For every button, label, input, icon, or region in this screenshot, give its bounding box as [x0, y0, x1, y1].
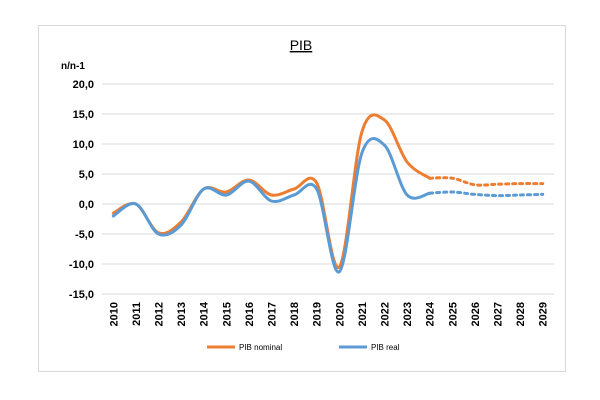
legend-label: PIB real: [371, 343, 400, 352]
x-tick-label: 2017: [267, 302, 279, 326]
x-tick-label: 2022: [380, 302, 392, 326]
y-tick-label: 10,0: [73, 139, 94, 151]
x-tick-label: 2024: [425, 301, 437, 326]
x-tick-label: 2023: [402, 302, 414, 326]
series-line-1-forecast: [428, 190, 545, 198]
x-tick-label: 2018: [289, 302, 301, 326]
x-tick-label: 2019: [312, 302, 324, 326]
y-tick-label: 15,0: [73, 109, 94, 121]
x-tick-label: 2026: [470, 302, 482, 326]
y-axis-label: n/n-1: [61, 61, 85, 72]
series-line-0-actual: [111, 113, 432, 269]
x-tick-label: 2027: [493, 302, 505, 326]
x-tick-label: 2014: [199, 301, 211, 326]
series-line-0-forecast: [428, 176, 545, 187]
chart-frame: PIB n/n-1 -15,0 -10,0 -5,0 0,0 5,0 10,0 15,0 20…: [38, 25, 566, 372]
x-tick-label: 2010: [108, 302, 120, 326]
x-tick-label: 2021: [357, 302, 369, 326]
x-tick-label: 2016: [244, 302, 256, 326]
x-tick-label: 2013: [176, 302, 188, 326]
y-tick-label: 5,0: [79, 169, 94, 181]
x-tick-label: 2015: [221, 302, 233, 326]
y-tick-label: -10,0: [69, 259, 94, 271]
pib-line-chart: PIB n/n-1 -15,0 -10,0 -5,0 0,0 5,0 10,0 15,0 20…: [61, 37, 554, 352]
y-tick-label: -5,0: [75, 229, 94, 241]
x-tick-label: 2020: [334, 302, 346, 326]
x-tick-label: 2025: [447, 302, 459, 326]
y-tick-label: 0,0: [79, 199, 94, 211]
chart-title: PIB: [290, 37, 313, 53]
legend-label: PIB nominal: [239, 343, 282, 352]
x-tick-label: 2029: [538, 302, 550, 326]
x-tick-label: 2011: [131, 302, 143, 326]
x-tick-label: 2028: [515, 302, 527, 326]
y-tick-label: 20,0: [73, 79, 94, 91]
y-tick-label: -15,0: [69, 289, 94, 301]
series-line-1-actual: [111, 137, 432, 274]
x-tick-label: 2012: [154, 302, 166, 326]
